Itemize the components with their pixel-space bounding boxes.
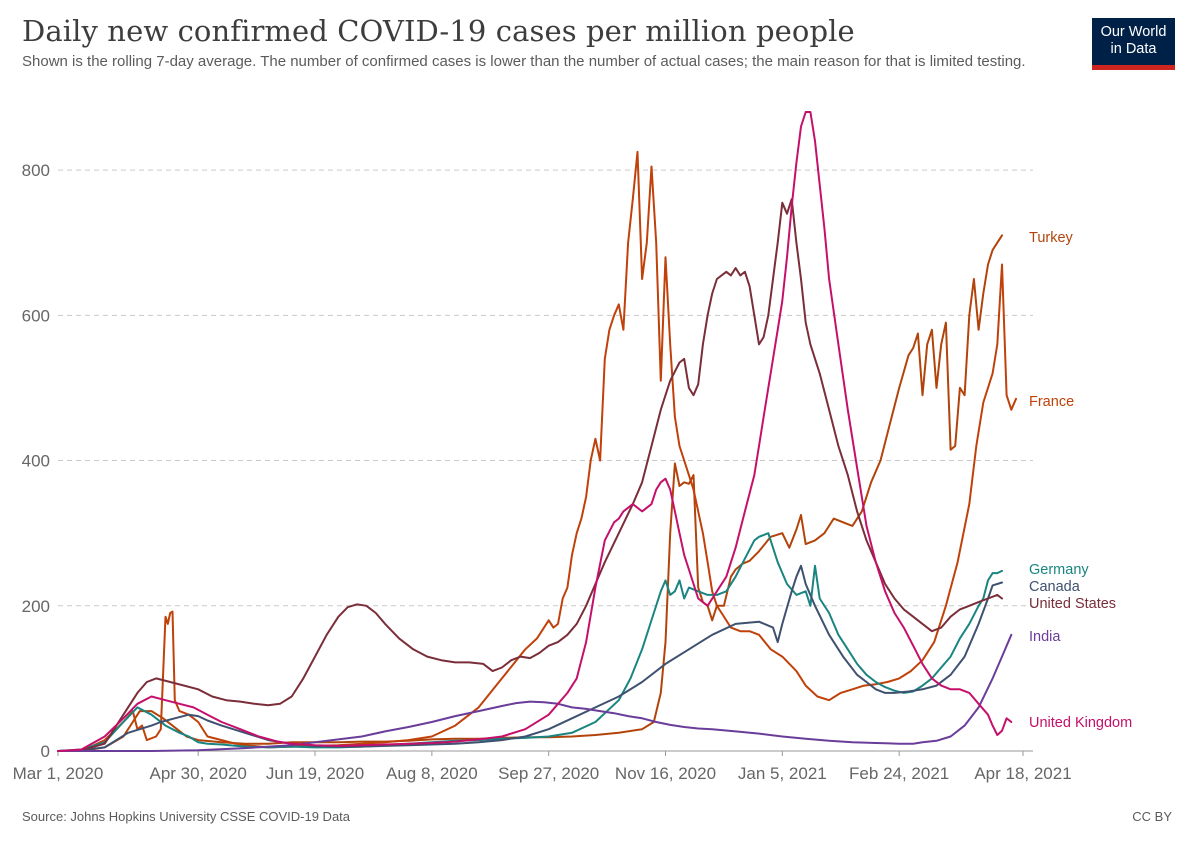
series-line-germany — [57, 532, 1003, 752]
series-label-united-states: United States — [1029, 596, 1116, 612]
series-line-turkey — [57, 234, 1003, 752]
series-label-united-kingdom: United Kingdom — [1029, 715, 1132, 731]
series-label-france: France — [1029, 394, 1074, 410]
series-label-turkey: Turkey — [1029, 230, 1074, 246]
x-tick-label-1: Apr 30, 2020 — [150, 764, 247, 783]
chart-subtitle: Shown is the rolling 7-day average. The … — [22, 53, 1026, 70]
series-label-canada: Canada — [1029, 579, 1081, 595]
x-tick-label-5: Nov 16, 2020 — [615, 764, 716, 783]
y-tick-label-200: 200 — [22, 597, 50, 616]
x-tick-label-2: Jun 19, 2020 — [266, 764, 364, 783]
logo-red-bar — [1092, 65, 1175, 70]
x-tick-label-4: Sep 27, 2020 — [498, 764, 599, 783]
logo-line-1: Our World — [1100, 24, 1167, 40]
series-line-france — [57, 150, 1017, 752]
series-label-germany: Germany — [1029, 562, 1089, 578]
series-line-united-kingdom — [57, 111, 1013, 752]
series-line-canada — [57, 564, 1003, 752]
series-line-united-states — [57, 198, 1003, 752]
y-tick-label-600: 600 — [22, 306, 50, 325]
y-tick-label-400: 400 — [22, 452, 50, 471]
x-axis-layer: Mar 1, 2020 Apr 30, 2020 Jun 19, 2020 Aug 8… — [13, 750, 1072, 783]
series-label-india: India — [1029, 629, 1061, 645]
x-tick-label-6: Jan 5, 2021 — [738, 764, 827, 783]
owid-logo[interactable]: Our World in Data — [1092, 18, 1175, 70]
x-tick-label-3: Aug 8, 2020 — [386, 764, 478, 783]
chart-title: Daily new confirmed COVID-19 cases per m… — [22, 14, 855, 48]
x-tick-label-0: Mar 1, 2020 — [13, 764, 104, 783]
series-layer — [57, 111, 1017, 752]
grid-layer: 0 200 400 600 800 — [22, 161, 1033, 761]
source-note[interactable]: Source: Johns Hopkins University CSSE CO… — [22, 809, 351, 824]
x-tick-label-7: Feb 24, 2021 — [849, 764, 949, 783]
series-line-india — [57, 633, 1013, 752]
x-tick-label-8: Apr 18, 2021 — [974, 764, 1071, 783]
license-note[interactable]: CC BY — [1132, 809, 1172, 824]
logo-line-2: in Data — [1110, 41, 1157, 57]
y-tick-label-0: 0 — [41, 742, 50, 761]
y-tick-label-800: 800 — [22, 161, 50, 180]
